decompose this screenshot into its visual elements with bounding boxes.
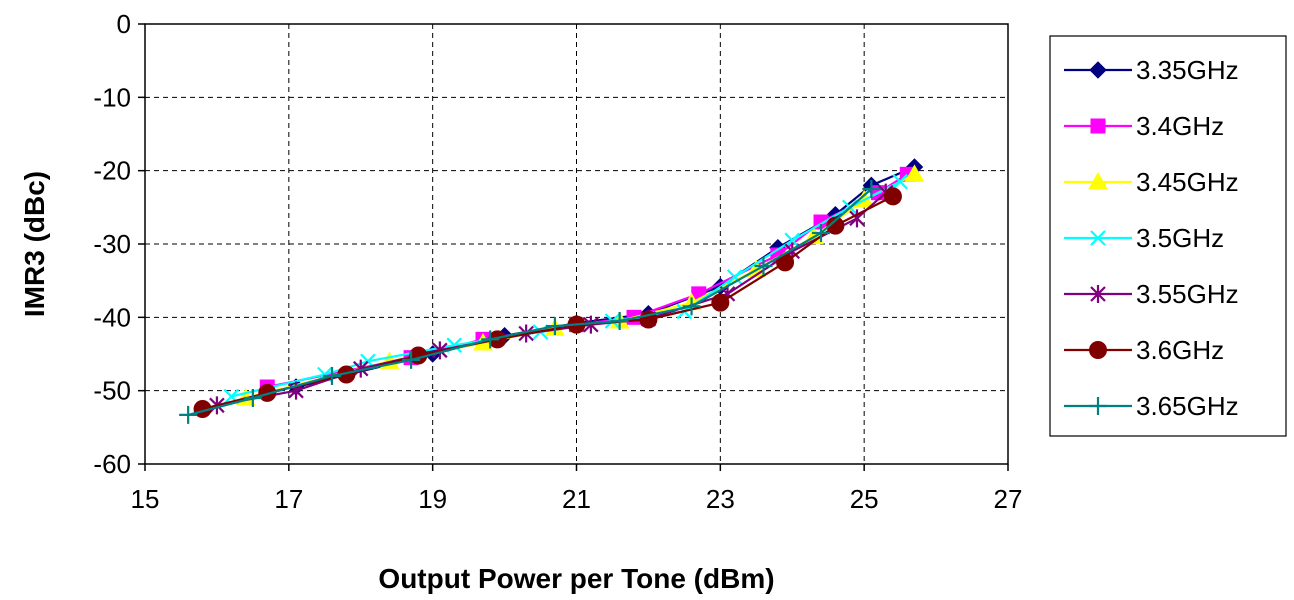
x-tick-label: 21 xyxy=(562,484,591,514)
y-tick-label: -50 xyxy=(93,376,131,406)
legend-item: 3.5GHz xyxy=(1064,223,1224,253)
y-tick-label: -60 xyxy=(93,449,131,479)
y-tick-label: -40 xyxy=(93,302,131,332)
legend-swatch-marker xyxy=(1089,397,1107,415)
legend-swatch-marker xyxy=(1090,285,1106,303)
y-tick-label: -10 xyxy=(93,82,131,112)
data-point xyxy=(352,359,369,378)
data-point xyxy=(610,312,629,330)
data-point xyxy=(402,350,421,369)
legend-item: 3.35GHz xyxy=(1064,55,1239,85)
legend-swatch-marker xyxy=(1089,341,1107,359)
x-tick-label: 25 xyxy=(850,484,879,514)
x-axis-ticks: 15 17 19 21 23 25 27 xyxy=(131,464,1023,514)
data-point xyxy=(826,216,845,235)
y-axis-title: IMR3 (dBc) xyxy=(19,171,50,317)
legend-swatch-marker xyxy=(1088,171,1108,190)
legend-label: 3.5GHz xyxy=(1136,223,1224,253)
data-point xyxy=(726,269,743,285)
y-tick-label: -20 xyxy=(93,156,131,186)
data-point xyxy=(682,297,701,316)
legend-item: 3.4GHz xyxy=(1064,111,1224,141)
legend-label: 3.45GHz xyxy=(1136,167,1239,197)
data-point xyxy=(892,173,908,190)
data-point xyxy=(862,180,881,198)
data-point xyxy=(754,257,773,275)
legend-item: 3.45GHz xyxy=(1064,167,1239,197)
data-point xyxy=(545,317,564,336)
series-layer xyxy=(179,158,925,424)
x-axis-title: Output Power per Tone (dBm) xyxy=(378,563,774,594)
legend-label: 3.65GHz xyxy=(1136,391,1239,421)
grid xyxy=(145,24,1008,464)
y-tick-label: -30 xyxy=(93,229,131,259)
y-tick-label: 0 xyxy=(117,9,131,39)
data-point xyxy=(904,164,925,182)
legend-swatch-marker xyxy=(1089,61,1107,79)
legend-label: 3.6GHz xyxy=(1136,335,1224,365)
data-point xyxy=(481,330,500,349)
legend-box xyxy=(1049,35,1287,437)
legend-item: 3.6GHz xyxy=(1064,335,1224,365)
data-point xyxy=(322,367,341,385)
data-point xyxy=(711,293,730,312)
data-point xyxy=(883,187,902,206)
x-tick-label: 17 xyxy=(274,484,303,514)
x-tick-label: 19 xyxy=(418,484,447,514)
series-6 xyxy=(179,180,881,424)
legend-item: 3.55GHz xyxy=(1064,279,1239,309)
x-tick-label: 23 xyxy=(706,484,735,514)
y-axis-ticks: 0 -10 -20 -30 -40 -50 -60 xyxy=(93,9,145,479)
legend-swatch-marker xyxy=(1090,230,1106,246)
data-point xyxy=(812,224,831,242)
plot-area xyxy=(144,23,1009,465)
legend-label: 3.55GHz xyxy=(1136,279,1239,309)
x-tick-label: 27 xyxy=(994,484,1023,514)
legend-swatch-marker xyxy=(1090,118,1106,134)
data-point xyxy=(243,389,262,407)
legend-label: 3.35GHz xyxy=(1136,55,1239,85)
data-point xyxy=(179,405,198,424)
data-point xyxy=(849,209,865,228)
legend-item: 3.65GHz xyxy=(1064,391,1239,421)
data-point xyxy=(784,232,801,249)
legend-label: 3.4GHz xyxy=(1136,111,1224,141)
x-tick-label: 15 xyxy=(131,484,160,514)
legend: 3.35GHz 3.4GHz 3.45GHz 3.5GHz 3.55GHz 3.6GHz 3… xyxy=(1049,35,1287,437)
